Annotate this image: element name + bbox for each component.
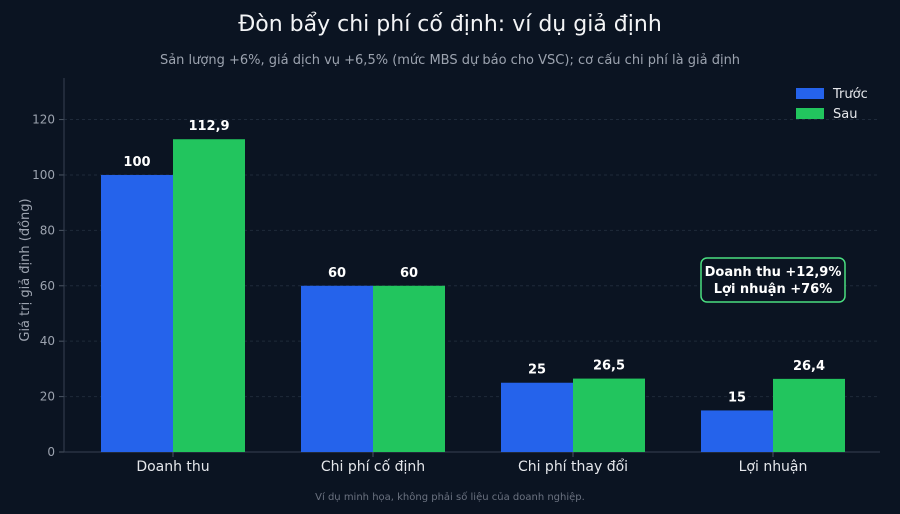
annotation-box: Doanh thu +12,9% Lợi nhuận +76%: [700, 257, 846, 303]
data-label: 112,9: [188, 119, 229, 134]
axes: 0 20 40 60 80 100 120 Giá trị giả định (đồng) Do…: [18, 78, 880, 475]
x-tick-label: Lợi nhuận: [739, 459, 808, 475]
y-tick-label: 80: [40, 223, 55, 237]
y-tick-label: 100: [32, 168, 55, 182]
legend-label: Trước: [832, 87, 868, 102]
bar-sau: [773, 378, 845, 452]
data-label: 26,5: [593, 359, 625, 374]
bar-sau: [173, 139, 245, 452]
bars: [101, 139, 845, 453]
data-labels: 100 112,9 60 60 25 26,5 15 26,4: [123, 119, 825, 405]
bar-truoc: [701, 410, 773, 452]
bar-truoc: [101, 174, 173, 453]
x-tick-label: Chi phí thay đổi: [518, 458, 628, 475]
chart-subtitle: Sản lượng +6%, giá dịch vụ +6,5% (mức MB…: [159, 53, 741, 68]
x-tick-label: Chi phí cố định: [321, 458, 425, 475]
y-tick-label: 0: [47, 445, 55, 459]
bar-sau: [573, 378, 645, 452]
data-label: 100: [123, 155, 150, 170]
annotation-text: Doanh thu +12,9%: [705, 265, 842, 280]
annotation-frame: [700, 257, 846, 303]
chart-title: Đòn bẩy chi phí cố định: ví dụ giả định: [238, 12, 662, 37]
data-label: 60: [400, 266, 418, 281]
y-axis-label: Giá trị giả định (đồng): [18, 198, 33, 341]
data-label: 25: [528, 363, 546, 378]
y-tick-label: 20: [40, 390, 55, 404]
legend: Trước Sau: [796, 87, 868, 122]
legend-swatch: [796, 108, 824, 119]
y-tick-label: 60: [40, 279, 55, 293]
data-label: 60: [328, 266, 346, 281]
bar-truoc: [501, 382, 573, 452]
legend-swatch: [796, 88, 824, 99]
annotation-text: Lợi nhuận +76%: [714, 282, 833, 297]
data-label: 15: [728, 390, 746, 405]
y-tick-label: 120: [32, 113, 55, 127]
data-label: 26,4: [793, 359, 825, 374]
y-tick-label: 40: [40, 334, 55, 348]
bar-truoc: [301, 285, 373, 452]
x-tick-label: Doanh thu: [136, 459, 209, 475]
legend-label: Sau: [833, 107, 857, 122]
bar-sau: [373, 285, 445, 452]
footnote: Ví dụ minh họa, không phải số liệu của d…: [315, 492, 585, 503]
